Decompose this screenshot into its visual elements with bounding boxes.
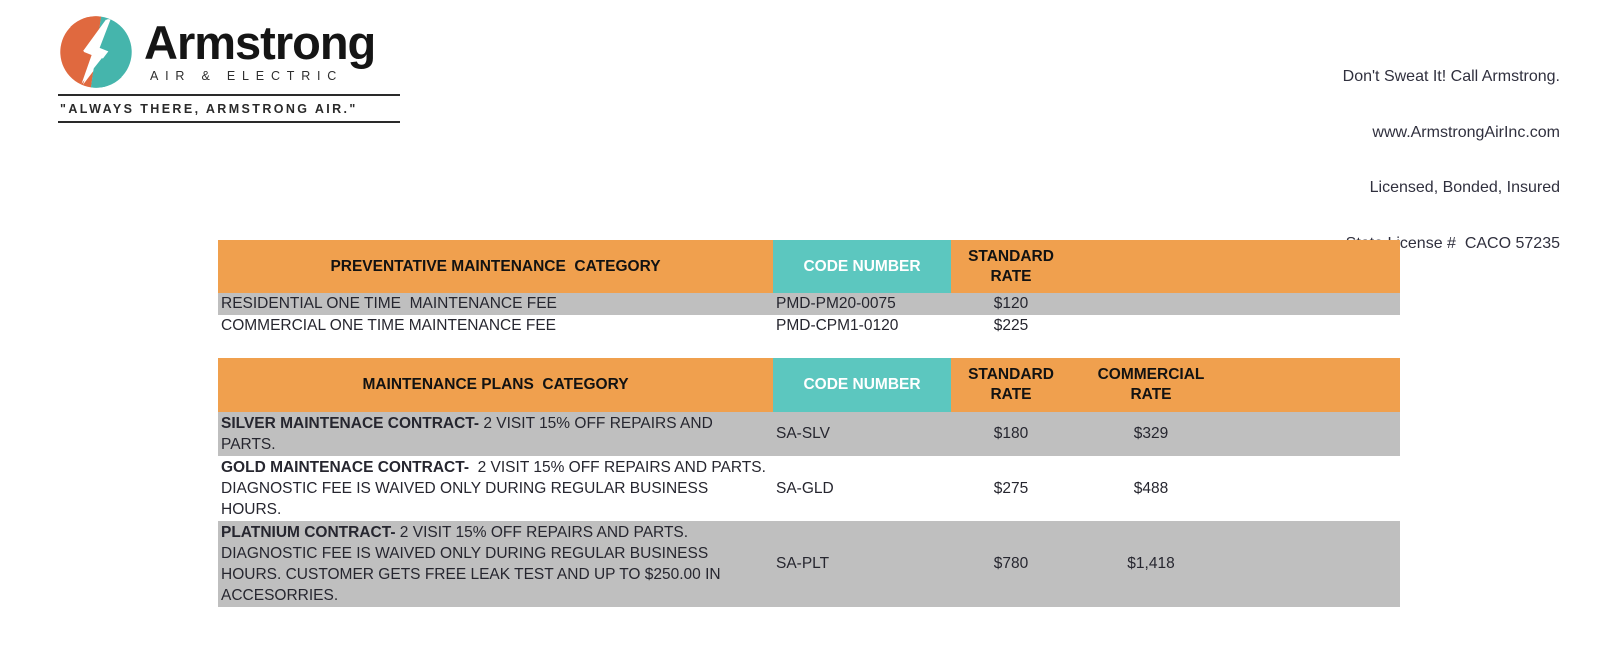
contact-block: Don't Sweat It! Call Armstrong. www.Arms… bbox=[1343, 31, 1560, 272]
cell-code: PMD-PM20-0075 bbox=[776, 295, 896, 312]
cell-category: RESIDENTIAL ONE TIME MAINTENANCE FEE bbox=[221, 295, 557, 312]
cell-commercial-rate bbox=[1071, 315, 1231, 336]
cell-standard-rate: $275 bbox=[993, 479, 1029, 497]
maintenance-plans-table: MAINTENANCE PLANS CATEGORY CODE NUMBER S… bbox=[218, 358, 1400, 607]
header-commercial-rate: COMMERCIAL RATE bbox=[1071, 358, 1231, 412]
cell-filler bbox=[1231, 521, 1400, 607]
header-code-number: CODE NUMBER bbox=[773, 240, 951, 293]
brand-tagline: "ALWAYS THERE, ARMSTRONG AIR." bbox=[60, 102, 358, 116]
table-row-gold: GOLD MAINTENACE CONTRACT- 2 VISIT 15% OF… bbox=[218, 456, 1400, 521]
brand-logo: Armstrong AIR & ELECTRIC "ALWAYS THERE, … bbox=[58, 14, 400, 123]
cell-standard-rate: $120 bbox=[993, 295, 1029, 312]
header-filler bbox=[1231, 358, 1400, 412]
cell-standard-rate: $780 bbox=[993, 555, 1029, 572]
cell-category: PLATNIUM CONTRACT- 2 VISIT 15% OFF REPAI… bbox=[218, 521, 773, 607]
cell-commercial-rate bbox=[1071, 293, 1231, 315]
header-code-number: CODE NUMBER bbox=[773, 358, 951, 412]
plan-name: SILVER MAINTENACE CONTRACT- bbox=[221, 415, 480, 432]
plan-name: PLATNIUM CONTRACT- bbox=[221, 524, 396, 541]
plan-description: 2 VISIT 15% OFF REPAIRS AND PARTS. DIAGN… bbox=[221, 524, 725, 604]
cell-standard-rate: $225 bbox=[993, 316, 1029, 334]
cell-code: SA-SLV bbox=[776, 425, 830, 442]
cell-commercial-rate: $329 bbox=[1133, 425, 1169, 442]
brand-subtitle: AIR & ELECTRIC bbox=[150, 69, 344, 83]
cell-code: PMD-CPM1-0120 bbox=[776, 316, 899, 334]
cell-category: GOLD MAINTENACE CONTRACT- 2 VISIT 15% OF… bbox=[218, 456, 773, 521]
cell-category: SILVER MAINTENACE CONTRACT- 2 VISIT 15% … bbox=[218, 412, 773, 456]
cell-commercial-rate: $488 bbox=[1133, 479, 1169, 497]
header-category: PREVENTATIVE MAINTENANCE CATEGORY bbox=[218, 240, 773, 293]
header-filler bbox=[1231, 240, 1400, 293]
cell-standard-rate: $180 bbox=[993, 425, 1029, 442]
cell-code: SA-GLD bbox=[776, 479, 834, 497]
table-header-row: PREVENTATIVE MAINTENANCE CATEGORY CODE N… bbox=[218, 240, 1400, 293]
cell-commercial-rate: $1,418 bbox=[1127, 555, 1175, 572]
brand-tagline-rule: "ALWAYS THERE, ARMSTRONG AIR." bbox=[58, 94, 400, 123]
cell-filler bbox=[1231, 293, 1400, 315]
header-category: MAINTENANCE PLANS CATEGORY bbox=[218, 358, 773, 412]
header-commercial-rate bbox=[1071, 240, 1231, 293]
cell-filler bbox=[1231, 456, 1400, 521]
cell-category: COMMERCIAL ONE TIME MAINTENANCE FEE bbox=[221, 316, 557, 334]
table-row: COMMERCIAL ONE TIME MAINTENANCE FEE PMD-… bbox=[218, 315, 1400, 336]
cell-filler bbox=[1231, 412, 1400, 456]
cell-filler bbox=[1231, 315, 1400, 336]
contact-website: www.ArmstrongAirInc.com bbox=[1372, 123, 1560, 141]
table-row: RESIDENTIAL ONE TIME MAINTENANCE FEE PMD… bbox=[218, 293, 1400, 315]
table-row-platinum: PLATNIUM CONTRACT- 2 VISIT 15% OFF REPAI… bbox=[218, 521, 1400, 607]
preventative-maintenance-table: PREVENTATIVE MAINTENANCE CATEGORY CODE N… bbox=[218, 240, 1400, 336]
brand-wordmark: Armstrong bbox=[144, 16, 376, 69]
header-standard-rate: STANDARD RATE bbox=[951, 358, 1071, 412]
table-row-silver: SILVER MAINTENACE CONTRACT- 2 VISIT 15% … bbox=[218, 412, 1400, 456]
contact-slogan: Don't Sweat It! Call Armstrong. bbox=[1342, 68, 1560, 85]
header-standard-rate: STANDARD RATE bbox=[951, 240, 1071, 293]
plan-name: GOLD MAINTENACE CONTRACT- bbox=[221, 459, 469, 476]
plan-description: 2 VISIT 15% OFF REPAIRS AND PARTS. DIAGN… bbox=[221, 459, 775, 518]
plan-description: 2 VISIT 15% OFF REPAIRS AND PARTS. bbox=[221, 415, 718, 453]
armstrong-swirl-bolt-icon bbox=[58, 14, 134, 90]
table-header-row: MAINTENANCE PLANS CATEGORY CODE NUMBER S… bbox=[218, 358, 1400, 412]
contact-licensed: Licensed, Bonded, Insured bbox=[1369, 179, 1560, 196]
cell-code: SA-PLT bbox=[776, 555, 830, 572]
